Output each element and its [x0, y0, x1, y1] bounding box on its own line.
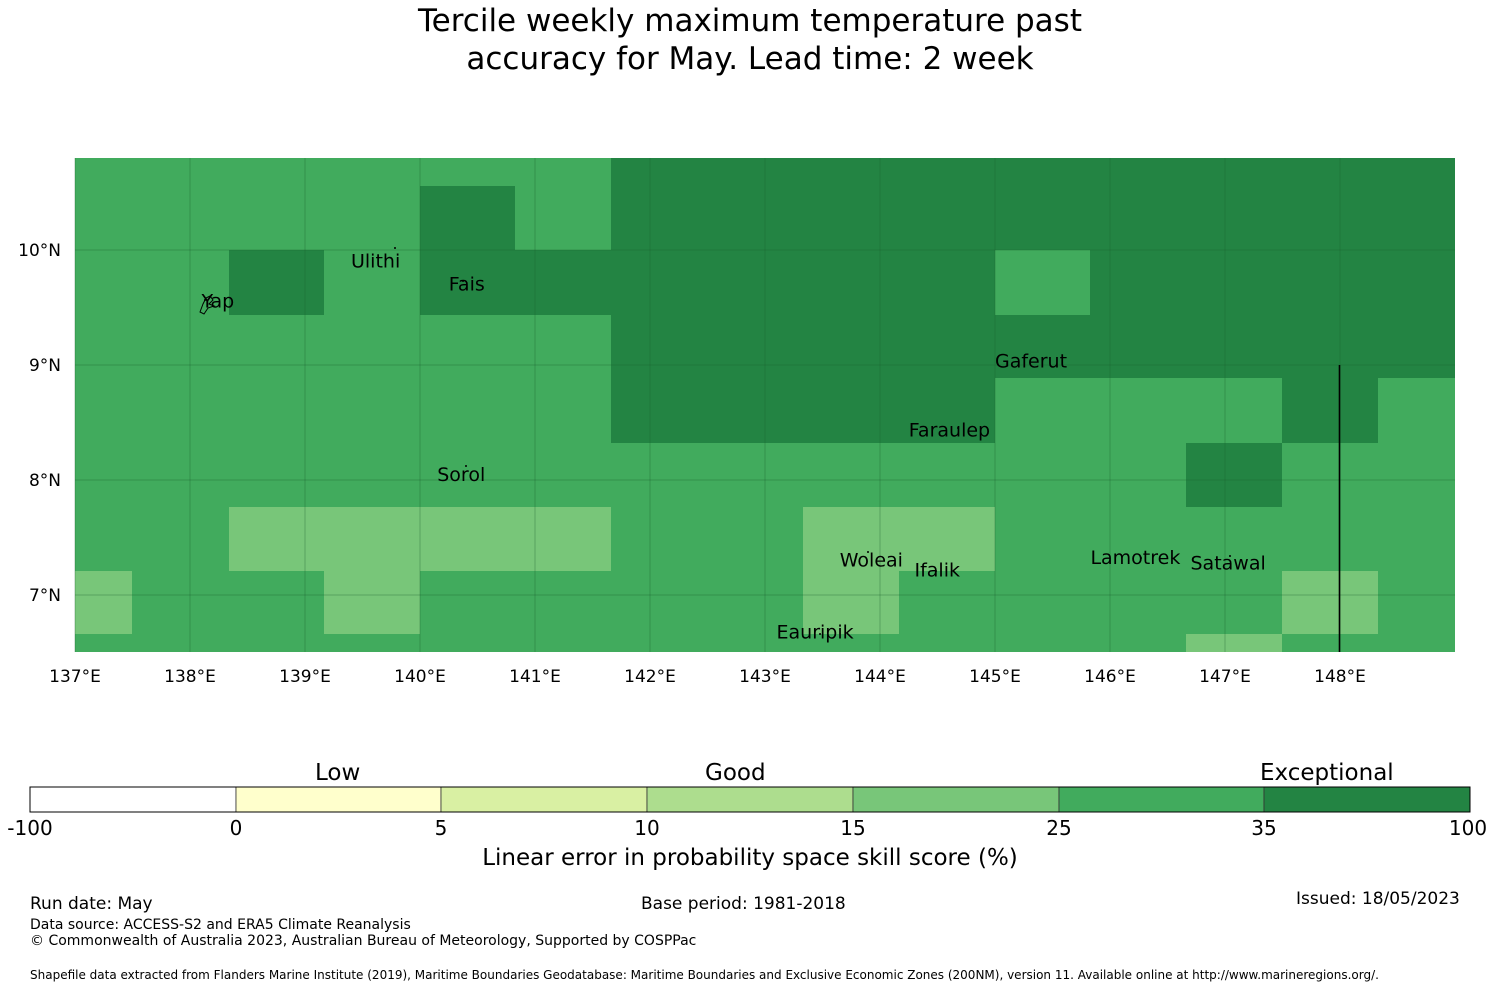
place-label: Satawal — [1191, 553, 1266, 575]
colorbar-segment — [1058, 786, 1265, 813]
shapefile-credit: Shapefile data extracted from Flanders M… — [30, 968, 1379, 982]
cbar-tick: 25 — [1046, 816, 1072, 840]
issued-date: Issued: 18/05/2023 — [1296, 889, 1460, 909]
colorbar-segment — [852, 786, 1060, 813]
colorbar-segment — [29, 786, 237, 813]
skill-cell — [995, 250, 1090, 315]
skill-cell — [420, 250, 1455, 315]
place-label: Woleai — [840, 549, 903, 571]
cbar-tick: 10 — [634, 816, 660, 840]
lon-tick-label: 144°E — [854, 667, 906, 687]
place-label: Faraulep — [909, 419, 990, 441]
skill-cell — [1282, 571, 1378, 634]
category-exceptional: Exceptional — [1260, 760, 1394, 786]
run-date: Run date: May — [30, 894, 153, 914]
title-line-2: accuracy for May. Lead time: 2 week — [466, 41, 1034, 77]
island-mark — [465, 465, 467, 467]
lon-tick-label: 147°E — [1199, 667, 1251, 687]
island-mark — [462, 280, 464, 282]
cbar-tick: 0 — [229, 816, 243, 840]
place-label: Gaferut — [995, 350, 1067, 372]
lon-tick-label: 148°E — [1314, 667, 1366, 687]
skill-cell — [611, 378, 995, 443]
skill-cell — [229, 250, 324, 315]
skill-cell — [1186, 634, 1282, 652]
cbar-tick: -100 — [7, 816, 53, 840]
lon-tick-label: 146°E — [1084, 667, 1136, 687]
colorbar-segment — [235, 786, 442, 813]
lon-tick-label: 142°E — [624, 667, 676, 687]
lat-tick-label: 9°N — [29, 356, 61, 376]
place-label: Lamotrek — [1090, 547, 1180, 569]
colorbar-title: Linear error in probability space skill … — [482, 845, 1018, 871]
category-good: Good — [705, 760, 766, 786]
skill-cell — [1186, 443, 1282, 507]
skill-cell — [1282, 378, 1378, 443]
lon-tick-label: 138°E — [164, 667, 216, 687]
category-low: Low — [315, 760, 361, 786]
skill-cell — [803, 571, 899, 634]
title-line-1: Tercile weekly maximum temperature past — [417, 3, 1082, 39]
place-label: Sorol — [437, 464, 485, 486]
skill-cell — [420, 186, 515, 250]
colorbar-segment — [646, 786, 854, 813]
skill-cell — [75, 571, 132, 634]
place-label: Fais — [449, 273, 485, 295]
place-label: Eauripik — [777, 622, 854, 644]
place-label: Ifalik — [915, 560, 961, 582]
skill-cell — [611, 315, 1455, 378]
lon-tick-label: 137°E — [49, 667, 101, 687]
skill-cell — [229, 507, 611, 571]
lon-tick-label: 145°E — [969, 667, 1021, 687]
yap-island-outline — [199, 295, 216, 315]
cbar-tick: 5 — [434, 816, 448, 840]
cbar-tick: 100 — [1448, 816, 1488, 840]
island-mark — [935, 570, 937, 572]
place-label: Yap — [201, 291, 235, 313]
cbar-tick: 15 — [840, 816, 866, 840]
lon-tick-label: 140°E — [394, 667, 446, 687]
cbar-tick: 35 — [1251, 816, 1277, 840]
island-mark — [394, 247, 396, 249]
island-mark — [1229, 555, 1231, 557]
colorbar-segment — [1263, 786, 1471, 813]
colorbar-outline — [29, 786, 1471, 813]
colorbar-segment — [440, 786, 648, 813]
lon-tick-label: 141°E — [509, 667, 561, 687]
lon-tick-label: 139°E — [279, 667, 331, 687]
island-mark — [1140, 557, 1142, 559]
island-mark — [819, 633, 821, 635]
place-label: Ulithi — [351, 250, 400, 272]
skill-cell — [803, 507, 995, 571]
lat-tick-label: 10°N — [18, 241, 61, 261]
data-source: Data source: ACCESS-S2 and ERA5 Climate … — [30, 917, 411, 933]
lon-tick-label: 143°E — [739, 667, 791, 687]
lat-tick-label: 7°N — [29, 586, 61, 606]
skill-cell — [324, 571, 420, 634]
copyright: © Commonwealth of Australia 2023, Austra… — [30, 933, 697, 949]
skill-cell — [611, 158, 1455, 250]
base-period: Base period: 1981-2018 — [641, 894, 846, 914]
island-mark — [867, 551, 869, 553]
island-mark — [957, 427, 959, 429]
chart-title: Tercile weekly maximum temperature past … — [0, 2, 1500, 78]
lat-tick-label: 8°N — [29, 471, 61, 491]
